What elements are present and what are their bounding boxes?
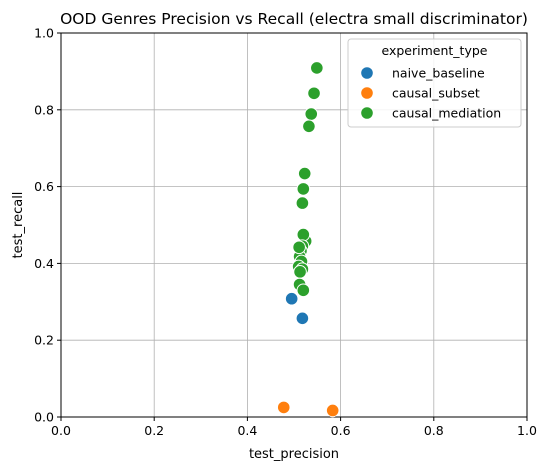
data-point-causal-mediation	[310, 61, 324, 75]
data-point-causal-mediation	[296, 227, 311, 242]
data-point-causal-mediation	[292, 240, 306, 255]
legend-title: experiment_type	[382, 43, 488, 58]
x-tick-label: 0.0	[51, 423, 71, 438]
data-point-causal-mediation	[293, 265, 307, 279]
legend-marker-causal-mediation	[360, 106, 374, 120]
legend-label-causal-mediation: causal_mediation	[392, 106, 501, 121]
data-points	[276, 61, 340, 418]
legend-label-naive-baseline: naive_baseline	[392, 66, 485, 81]
data-point-naive-baseline	[295, 311, 310, 326]
data-point-causal-mediation	[296, 182, 311, 196]
x-axis-label: test_precision	[249, 447, 339, 462]
legend-marker-naive-baseline	[360, 66, 374, 80]
legend: experiment_type naive_baseline causal_sub…	[347, 38, 522, 128]
data-point-causal-subset	[325, 403, 340, 418]
data-point-naive-baseline	[284, 291, 299, 306]
y-axis-label: test_recall	[11, 192, 26, 259]
plot-area	[60, 32, 528, 418]
y-tick-label: 0.8	[34, 102, 54, 117]
data-point-causal-mediation	[297, 166, 312, 181]
y-tick-label: 0.6	[34, 179, 54, 194]
x-axis-ticks: 0.0 0.2 0.4 0.6 0.8 1.0	[51, 417, 537, 438]
legend-marker-causal-subset	[360, 86, 374, 100]
legend-label-causal-subset: causal_subset	[392, 86, 480, 101]
x-tick-label: 0.4	[237, 423, 257, 438]
data-point-causal-mediation	[307, 86, 321, 101]
y-tick-label: 0.0	[34, 410, 54, 425]
legend-items: naive_baseline causal_subset causal_mediat…	[360, 66, 501, 121]
data-point-causal-mediation	[302, 119, 316, 134]
x-tick-label: 1.0	[517, 423, 537, 438]
data-point-causal-subset	[276, 400, 291, 415]
y-tick-label: 0.2	[34, 333, 54, 348]
data-point-causal-mediation	[304, 107, 319, 121]
y-axis-ticks: 0.0 0.2 0.4 0.6 0.8 1.0	[34, 26, 61, 425]
legend-box	[347, 38, 522, 128]
data-point-causal-mediation	[295, 196, 310, 210]
chart-title: OOD Genres Precision vs Recall (electra …	[60, 10, 528, 28]
x-tick-label: 0.8	[424, 423, 444, 438]
y-tick-label: 0.4	[34, 256, 54, 271]
x-tick-label: 0.2	[144, 423, 164, 438]
y-tick-label: 1.0	[34, 26, 54, 41]
data-point-causal-mediation	[296, 283, 311, 298]
x-tick-label: 0.6	[331, 423, 351, 438]
